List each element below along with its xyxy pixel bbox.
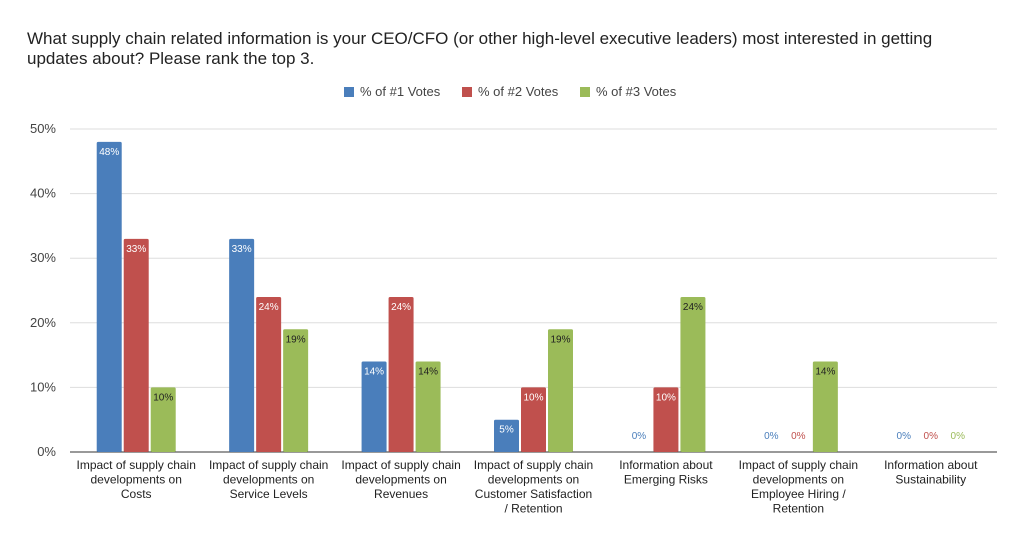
category-label-line: Costs	[121, 487, 152, 501]
data-label: 24%	[391, 302, 411, 313]
bar	[521, 387, 546, 452]
category-label-line: Impact of supply chain	[209, 458, 328, 472]
legend-swatch	[344, 87, 354, 97]
category-label: Impact of supply chain developments on Cos…	[77, 458, 196, 501]
y-axis-tick-labels: 0% 10% 20% 30% 40% 50%	[30, 121, 56, 459]
data-label: 19%	[286, 334, 306, 345]
data-label: 10%	[523, 392, 543, 403]
data-label: 0%	[924, 431, 939, 442]
category-label-line: Information about	[619, 458, 713, 472]
bar	[812, 361, 838, 452]
category-label-line: Employee Hiring /	[751, 487, 846, 501]
category-label-line: / Retention	[504, 502, 562, 516]
data-label: 14%	[364, 367, 384, 378]
bar	[494, 419, 519, 452]
bar	[283, 329, 309, 452]
y-tick-label: 40%	[30, 186, 56, 201]
data-label: 5%	[499, 425, 514, 436]
y-tick-label: 30%	[30, 250, 56, 265]
bars	[96, 141, 838, 453]
data-label: 0%	[791, 431, 806, 442]
bar	[653, 387, 679, 452]
category-label-line: developments on	[91, 473, 182, 487]
legend-label: % of #3 Votes	[596, 84, 677, 99]
category-label: Impact of supply chain developments on Ser…	[209, 458, 328, 501]
category-label-line: Customer Satisfaction	[475, 487, 592, 501]
y-tick-label: 10%	[30, 379, 56, 394]
category-label: Impact of supply chain developments on Emp…	[739, 458, 858, 516]
bar	[548, 329, 573, 452]
bar	[388, 296, 414, 452]
bar	[229, 238, 255, 452]
category-label-line: Impact of supply chain	[77, 458, 196, 472]
data-label: 0%	[951, 431, 966, 442]
category-label-line: Revenues	[374, 487, 428, 501]
data-label: 14%	[418, 367, 438, 378]
data-label: 10%	[153, 392, 173, 403]
category-label-line: Retention	[773, 502, 824, 516]
legend: % of #1 Votes % of #2 Votes % of #3 Votes	[344, 84, 677, 99]
data-labels: 48% 33% 10% 33% 24% 19% 14% 24% 14% 5% 10% 19% 0% 10%…	[99, 147, 965, 442]
data-label: 24%	[259, 302, 279, 313]
legend-swatch	[580, 87, 590, 97]
y-tick-label: 0%	[37, 444, 56, 459]
data-label: 19%	[550, 334, 570, 345]
category-label-line: Impact of supply chain	[739, 458, 858, 472]
category-label-line: developments on	[355, 473, 446, 487]
bar	[680, 296, 706, 452]
data-label: 0%	[897, 431, 912, 442]
category-label-line: Service Levels	[230, 487, 308, 501]
category-label-line: developments on	[753, 473, 844, 487]
data-label: 0%	[764, 431, 779, 442]
x-axis-category-labels: Impact of supply chain developments on Cos…	[77, 458, 979, 516]
category-label-line: Sustainability	[895, 473, 966, 487]
chart-title: What supply chain related information is…	[27, 29, 933, 68]
category-label-line: Impact of supply chain	[474, 458, 593, 472]
legend-swatch	[462, 87, 472, 97]
y-tick-label: 50%	[30, 121, 56, 136]
bar	[415, 361, 441, 452]
data-label: 14%	[815, 367, 835, 378]
legend-label: % of #2 Votes	[478, 84, 559, 99]
category-label-line: developments on	[488, 473, 579, 487]
category-label: Impact of supply chain developments on Cus…	[474, 458, 593, 516]
bar	[96, 141, 122, 453]
legend-label: % of #1 Votes	[360, 84, 441, 99]
category-label-line: developments on	[223, 473, 314, 487]
bar	[361, 361, 387, 452]
category-label: Information about Emerging Risks	[619, 458, 713, 487]
data-label: 48%	[99, 147, 119, 158]
bar	[256, 296, 282, 452]
data-label: 33%	[232, 244, 252, 255]
category-label: Impact of supply chain developments on Rev…	[341, 458, 460, 501]
category-label-line: Emerging Risks	[624, 473, 708, 487]
data-label: 0%	[632, 431, 647, 442]
category-label-line: Impact of supply chain	[341, 458, 460, 472]
category-label: Information about Sustainability	[884, 458, 978, 487]
bar	[123, 238, 149, 452]
data-label: 24%	[683, 302, 703, 313]
category-label-line: Information about	[884, 458, 978, 472]
bar	[150, 387, 176, 452]
y-tick-label: 20%	[30, 315, 56, 330]
data-label: 10%	[656, 392, 676, 403]
data-label: 33%	[126, 244, 146, 255]
